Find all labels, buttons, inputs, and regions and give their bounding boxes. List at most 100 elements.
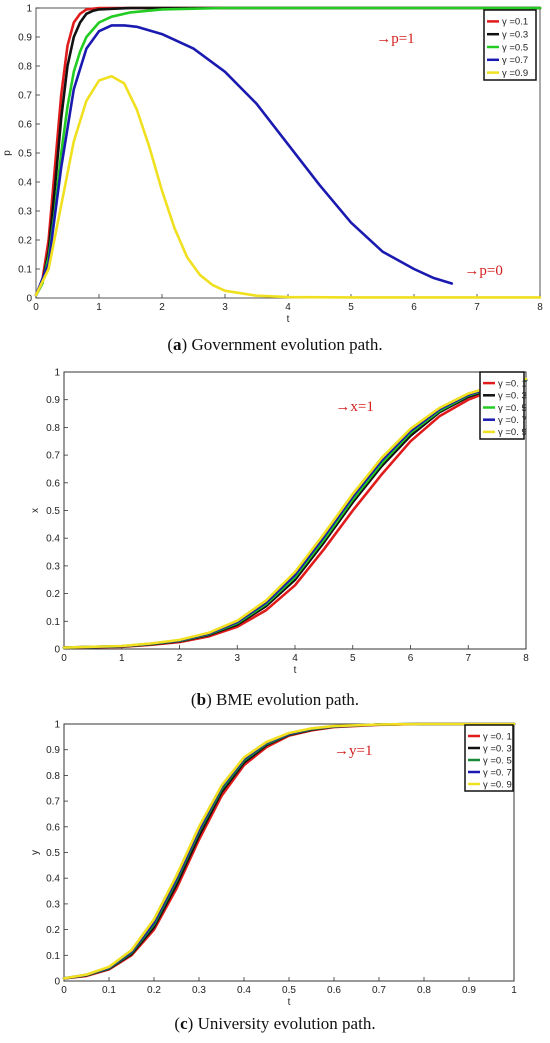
legend-label: γ =0. 3 bbox=[498, 391, 527, 402]
y-tick-label: 0.5 bbox=[46, 848, 60, 859]
x-axis-label: t bbox=[287, 314, 290, 325]
annotation-1: →x=1 bbox=[335, 399, 373, 415]
x-tick-label: 1 bbox=[96, 302, 102, 313]
plot-area bbox=[63, 723, 515, 982]
y-tick-label: 0.1 bbox=[46, 617, 60, 628]
x-tick-label: 4 bbox=[292, 653, 298, 664]
chart-bme: 0 1 2 3 4 5 6 7 8 0 0.1 0.2 0.3 0.4 0.5 0.6 0.7 0.8 0.9 1 t x… bbox=[30, 368, 529, 677]
x-tick-label: 0 bbox=[61, 985, 67, 996]
y-tick-label: 0.3 bbox=[46, 899, 60, 910]
x-tick-label: 2 bbox=[177, 653, 183, 664]
y-tick-label: 0.4 bbox=[46, 874, 60, 885]
y-axis-label: x bbox=[30, 508, 41, 513]
y-tick-label: 0.2 bbox=[46, 589, 60, 600]
chart-government: 0 1 2 3 4 5 6 7 8 0 0.1 0.2 0.3 0.4 0.5 0.6 0.7 0.8 0.9 1 t p… bbox=[2, 4, 543, 326]
y-tick-label: 0.6 bbox=[46, 478, 60, 489]
x-tick-label: 0 bbox=[33, 302, 39, 313]
legend-label: γ =0. 5 bbox=[483, 755, 512, 766]
x-tick-label: 0.1 bbox=[102, 985, 116, 996]
y-tick-label: 0.2 bbox=[46, 925, 60, 936]
x-tick-label: 0.5 bbox=[282, 985, 296, 996]
legend-label: γ =0. 7 bbox=[498, 415, 527, 426]
x-tick-label: 0.9 bbox=[462, 985, 476, 996]
y-tick-label: 0.4 bbox=[18, 178, 32, 189]
legend-label: γ =0.5 bbox=[502, 42, 528, 53]
y-tick-label: 0.3 bbox=[46, 561, 60, 572]
series-line-2 bbox=[34, 6, 542, 297]
y-tick-label: 0.4 bbox=[46, 534, 60, 545]
x-tick-label: 5 bbox=[348, 302, 354, 313]
legend-label: γ =0.1 bbox=[502, 17, 528, 28]
x-tick-label: 3 bbox=[234, 653, 240, 664]
y-tick-label: 1 bbox=[26, 4, 32, 15]
annotation-1: →p=1 bbox=[376, 31, 414, 47]
caption-bme: (b) BME evolution path. bbox=[190, 690, 360, 709]
x-tick-label: 5 bbox=[350, 653, 356, 664]
y-tick-label: 0.1 bbox=[46, 951, 60, 962]
y-tick-label: 0.9 bbox=[46, 395, 60, 406]
y-tick-label: 0 bbox=[54, 977, 60, 988]
caption-government: (a) Government evolution path. bbox=[167, 335, 383, 354]
y-tick-label: 0.9 bbox=[18, 33, 32, 44]
plot-area bbox=[63, 371, 527, 650]
legend-label: γ =0. 1 bbox=[498, 378, 527, 389]
x-axis-label: t bbox=[288, 997, 291, 1008]
annotation-2: →p=0 bbox=[464, 263, 502, 279]
y-tick-label: 0 bbox=[26, 294, 32, 305]
y-tick-label: 0.8 bbox=[18, 62, 32, 73]
legend-label: γ =0. 7 bbox=[483, 767, 512, 778]
y-axis-label: p bbox=[2, 150, 13, 156]
x-tick-label: 0.7 bbox=[372, 985, 386, 996]
x-tick-label: 0.4 bbox=[237, 985, 251, 996]
x-tick-label: 8 bbox=[537, 302, 543, 313]
x-tick-label: 6 bbox=[408, 653, 414, 664]
y-tick-label: 0.7 bbox=[18, 91, 32, 102]
legend-label: γ =0.3 bbox=[502, 30, 528, 41]
x-tick-label: 2 bbox=[159, 302, 165, 313]
y-tick-label: 0.7 bbox=[46, 451, 60, 462]
y-tick-label: 0.8 bbox=[46, 771, 60, 782]
y-tick-label: 0.1 bbox=[18, 265, 32, 276]
x-tick-label: 0 bbox=[61, 653, 67, 664]
panel-government: 0 1 2 3 4 5 6 7 8 0 0.1 0.2 0.3 0.4 0.5 0.6 0.7 0.8 0.9 1 t p… bbox=[0, 0, 550, 362]
x-tick-label: 0.3 bbox=[192, 985, 206, 996]
y-tick-label: 0.8 bbox=[46, 423, 60, 434]
y-tick-label: 0.3 bbox=[18, 207, 32, 218]
y-tick-label: 1 bbox=[54, 368, 60, 379]
y-tick-label: 0 bbox=[54, 645, 60, 656]
x-tick-label: 8 bbox=[523, 653, 529, 664]
caption-university: (c) University evolution path. bbox=[174, 1014, 376, 1033]
x-tick-label: 1 bbox=[511, 985, 517, 996]
legend-label: γ =0. 3 bbox=[483, 743, 512, 754]
x-axis-label: t bbox=[294, 665, 297, 676]
series-line-5 bbox=[62, 377, 528, 649]
chart-university: 0 0.1 0.2 0.3 0.4 0.5 0.6 0.7 0.8 0.9 1 0 0.1 0.2 0.3 0… bbox=[30, 720, 517, 1009]
x-tick-label: 4 bbox=[285, 302, 291, 313]
annotation-1: →y=1 bbox=[334, 743, 372, 759]
x-tick-label: 0.2 bbox=[147, 985, 161, 996]
y-tick-label: 0.5 bbox=[46, 506, 60, 517]
y-tick-label: 0.9 bbox=[46, 745, 60, 756]
y-tick-label: 0.6 bbox=[18, 120, 32, 131]
legend-label: γ =0. 9 bbox=[483, 779, 512, 790]
x-tick-label: 6 bbox=[411, 302, 417, 313]
legend-label: γ =0. 5 bbox=[498, 403, 527, 414]
series-line-5 bbox=[62, 722, 516, 980]
legend-label: γ =0.7 bbox=[502, 55, 528, 66]
y-tick-label: 0.5 bbox=[18, 149, 32, 160]
series-line-4 bbox=[34, 24, 454, 297]
y-tick-label: 0.2 bbox=[18, 236, 32, 247]
y-tick-label: 0.7 bbox=[46, 797, 60, 808]
x-tick-label: 0.6 bbox=[327, 985, 341, 996]
x-tick-label: 3 bbox=[222, 302, 228, 313]
legend-label: γ =0. 9 bbox=[498, 427, 527, 438]
y-tick-label: 0.6 bbox=[46, 822, 60, 833]
x-tick-label: 7 bbox=[465, 653, 471, 664]
y-tick-label: 1 bbox=[54, 720, 60, 731]
panel-bme: 0 1 2 3 4 5 6 7 8 0 0.1 0.2 0.3 0.4 0.5 0.6 0.7 0.8 0.9 1 t x… bbox=[0, 362, 550, 717]
x-tick-label: 0.8 bbox=[417, 985, 431, 996]
x-tick-label: 7 bbox=[474, 302, 480, 313]
x-tick-label: 1 bbox=[119, 653, 125, 664]
y-axis-label: y bbox=[30, 850, 41, 855]
plot-area bbox=[35, 7, 541, 299]
